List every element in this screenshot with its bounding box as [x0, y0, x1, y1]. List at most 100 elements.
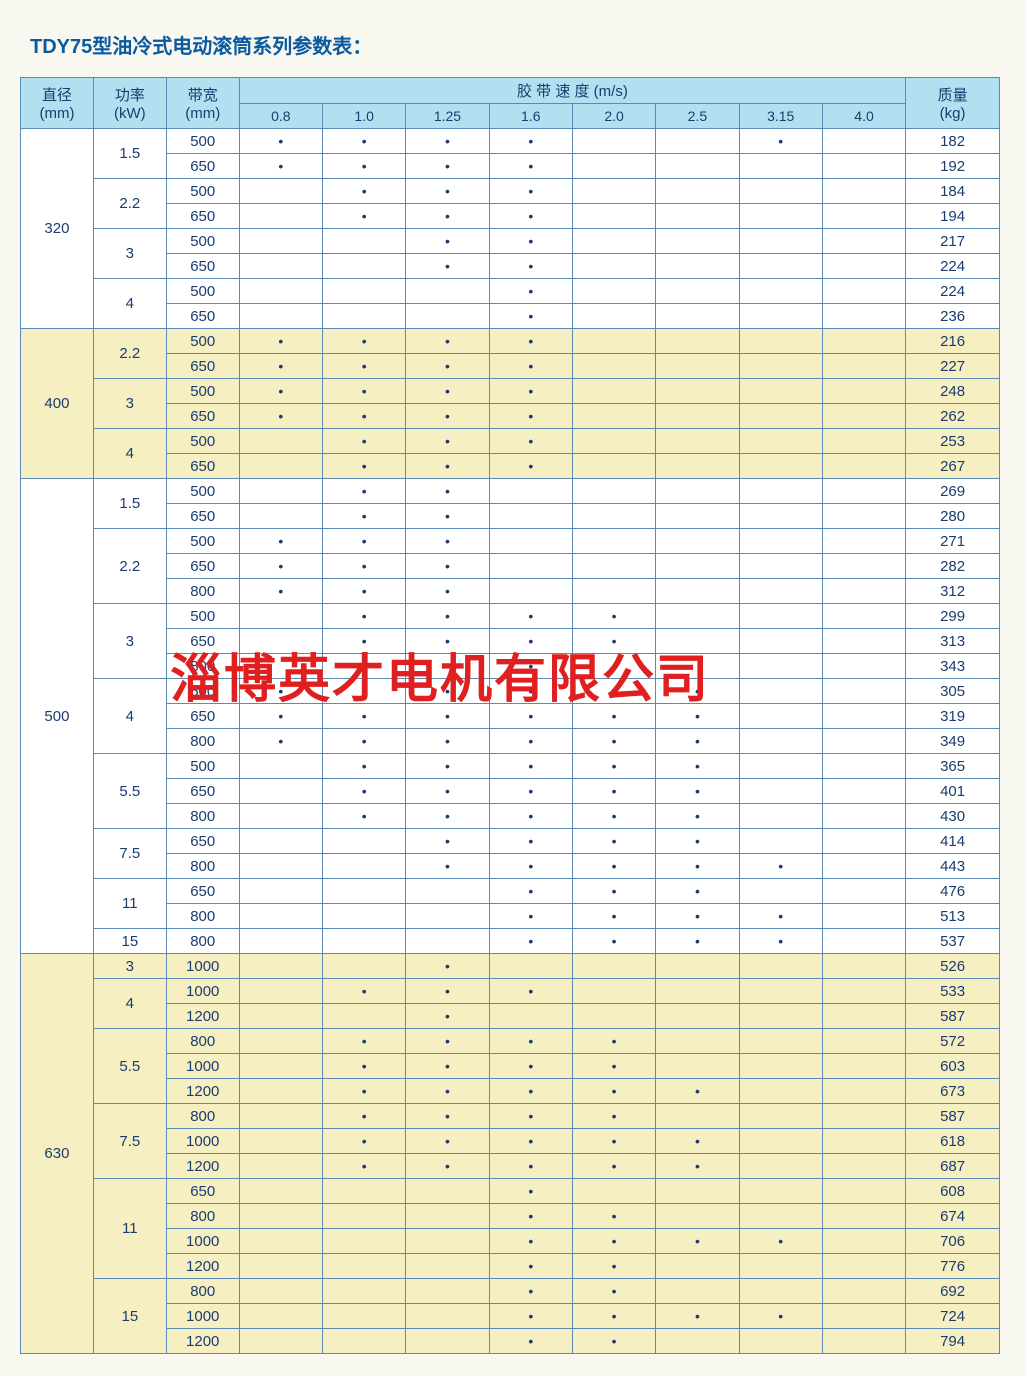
- width-cell: 650: [166, 504, 239, 529]
- speed-cell: [739, 604, 822, 629]
- speed-cell: [739, 179, 822, 204]
- speed-cell: [406, 1179, 489, 1204]
- speed-cell: [239, 1254, 322, 1279]
- speed-cell: •: [406, 1104, 489, 1129]
- speed-cell: •: [406, 379, 489, 404]
- width-cell: 650: [166, 204, 239, 229]
- width-cell: 500: [166, 479, 239, 504]
- table-row: 2.2500•••184: [21, 179, 1000, 204]
- speed-cell: •: [322, 704, 405, 729]
- speed-cell: •: [572, 1029, 655, 1054]
- speed-cell: •: [322, 679, 405, 704]
- speed-cell: [239, 604, 322, 629]
- speed-cell: [406, 879, 489, 904]
- speed-cell: •: [489, 1054, 572, 1079]
- mass-cell: 248: [906, 379, 1000, 404]
- mass-cell: 194: [906, 204, 1000, 229]
- mass-cell: 365: [906, 754, 1000, 779]
- speed-cell: •: [572, 704, 655, 729]
- speed-cell: [656, 204, 739, 229]
- speed-cell: [822, 1204, 905, 1229]
- speed-cell: [572, 204, 655, 229]
- speed-cell: [739, 954, 822, 979]
- speed-cell: [656, 1029, 739, 1054]
- speed-cell: •: [239, 529, 322, 554]
- speed-cell: [322, 1004, 405, 1029]
- table-row: 7.5650••••414: [21, 829, 1000, 854]
- speed-cell: [822, 404, 905, 429]
- speed-cell: •: [656, 1079, 739, 1104]
- mass-cell: 572: [906, 1029, 1000, 1054]
- mass-cell: 253: [906, 429, 1000, 454]
- speed-cell: •: [239, 129, 322, 154]
- speed-cell: [739, 429, 822, 454]
- speed-cell: [822, 1129, 905, 1154]
- speed-cell: •: [322, 354, 405, 379]
- speed-cell: •: [572, 679, 655, 704]
- col-diameter: 直径(mm): [21, 78, 94, 129]
- mass-cell: 280: [906, 504, 1000, 529]
- speed-cell: [239, 654, 322, 679]
- speed-cell: [572, 254, 655, 279]
- speed-cell: •: [489, 1104, 572, 1129]
- speed-cell: [739, 629, 822, 654]
- speed-cell: •: [489, 1179, 572, 1204]
- speed-cell: •: [489, 629, 572, 654]
- speed-cell: •: [322, 329, 405, 354]
- table-row: 15800••••537: [21, 929, 1000, 954]
- speed-cell: [739, 1254, 822, 1279]
- speed-cell: •: [572, 1204, 655, 1229]
- speed-cell: [822, 1254, 905, 1279]
- speed-cell: [656, 404, 739, 429]
- speed-cell: [572, 1004, 655, 1029]
- speed-cell: [822, 1229, 905, 1254]
- speed-cell: •: [739, 929, 822, 954]
- speed-cell: •: [406, 854, 489, 879]
- speed-cell: •: [406, 1029, 489, 1054]
- speed-cell: [239, 904, 322, 929]
- speed-cell: [322, 1279, 405, 1304]
- speed-cell: •: [656, 779, 739, 804]
- speed-cell: [656, 179, 739, 204]
- speed-cell: [656, 1279, 739, 1304]
- speed-cell: [822, 229, 905, 254]
- table-row: 1000••••706: [21, 1229, 1000, 1254]
- speed-cell: [822, 779, 905, 804]
- table-row: 1200••776: [21, 1254, 1000, 1279]
- width-cell: 650: [166, 454, 239, 479]
- speed-cell: [239, 954, 322, 979]
- speed-cell: [572, 279, 655, 304]
- speed-cell: [739, 1179, 822, 1204]
- table-row: 800•••312: [21, 579, 1000, 604]
- speed-cell: [822, 1004, 905, 1029]
- speed-cell: [739, 379, 822, 404]
- speed-cell: •: [406, 604, 489, 629]
- speed-cell: •: [489, 429, 572, 454]
- speed-cell: [656, 1004, 739, 1029]
- speed-cell: •: [406, 1079, 489, 1104]
- width-cell: 650: [166, 354, 239, 379]
- width-cell: 800: [166, 1279, 239, 1304]
- width-cell: 650: [166, 404, 239, 429]
- speed-cell: •: [406, 979, 489, 1004]
- speed-cell: •: [322, 654, 405, 679]
- speed-cell: [822, 379, 905, 404]
- speed-cell: •: [572, 879, 655, 904]
- mass-cell: 430: [906, 804, 1000, 829]
- table-row: 800••674: [21, 1204, 1000, 1229]
- speed-cell: [822, 654, 905, 679]
- speed-cell: [322, 279, 405, 304]
- table-row: 650••••262: [21, 404, 1000, 429]
- speed-cell: •: [489, 279, 572, 304]
- width-cell: 800: [166, 579, 239, 604]
- speed-cell: •: [489, 1254, 572, 1279]
- speed-cell: •: [572, 854, 655, 879]
- width-cell: 650: [166, 779, 239, 804]
- speed-cell: •: [239, 329, 322, 354]
- speed-cell: •: [739, 1304, 822, 1329]
- table-row: 3500••••299: [21, 604, 1000, 629]
- speed-cell: [656, 979, 739, 1004]
- width-cell: 500: [166, 604, 239, 629]
- speed-cell: [656, 1254, 739, 1279]
- speed-cell: [572, 229, 655, 254]
